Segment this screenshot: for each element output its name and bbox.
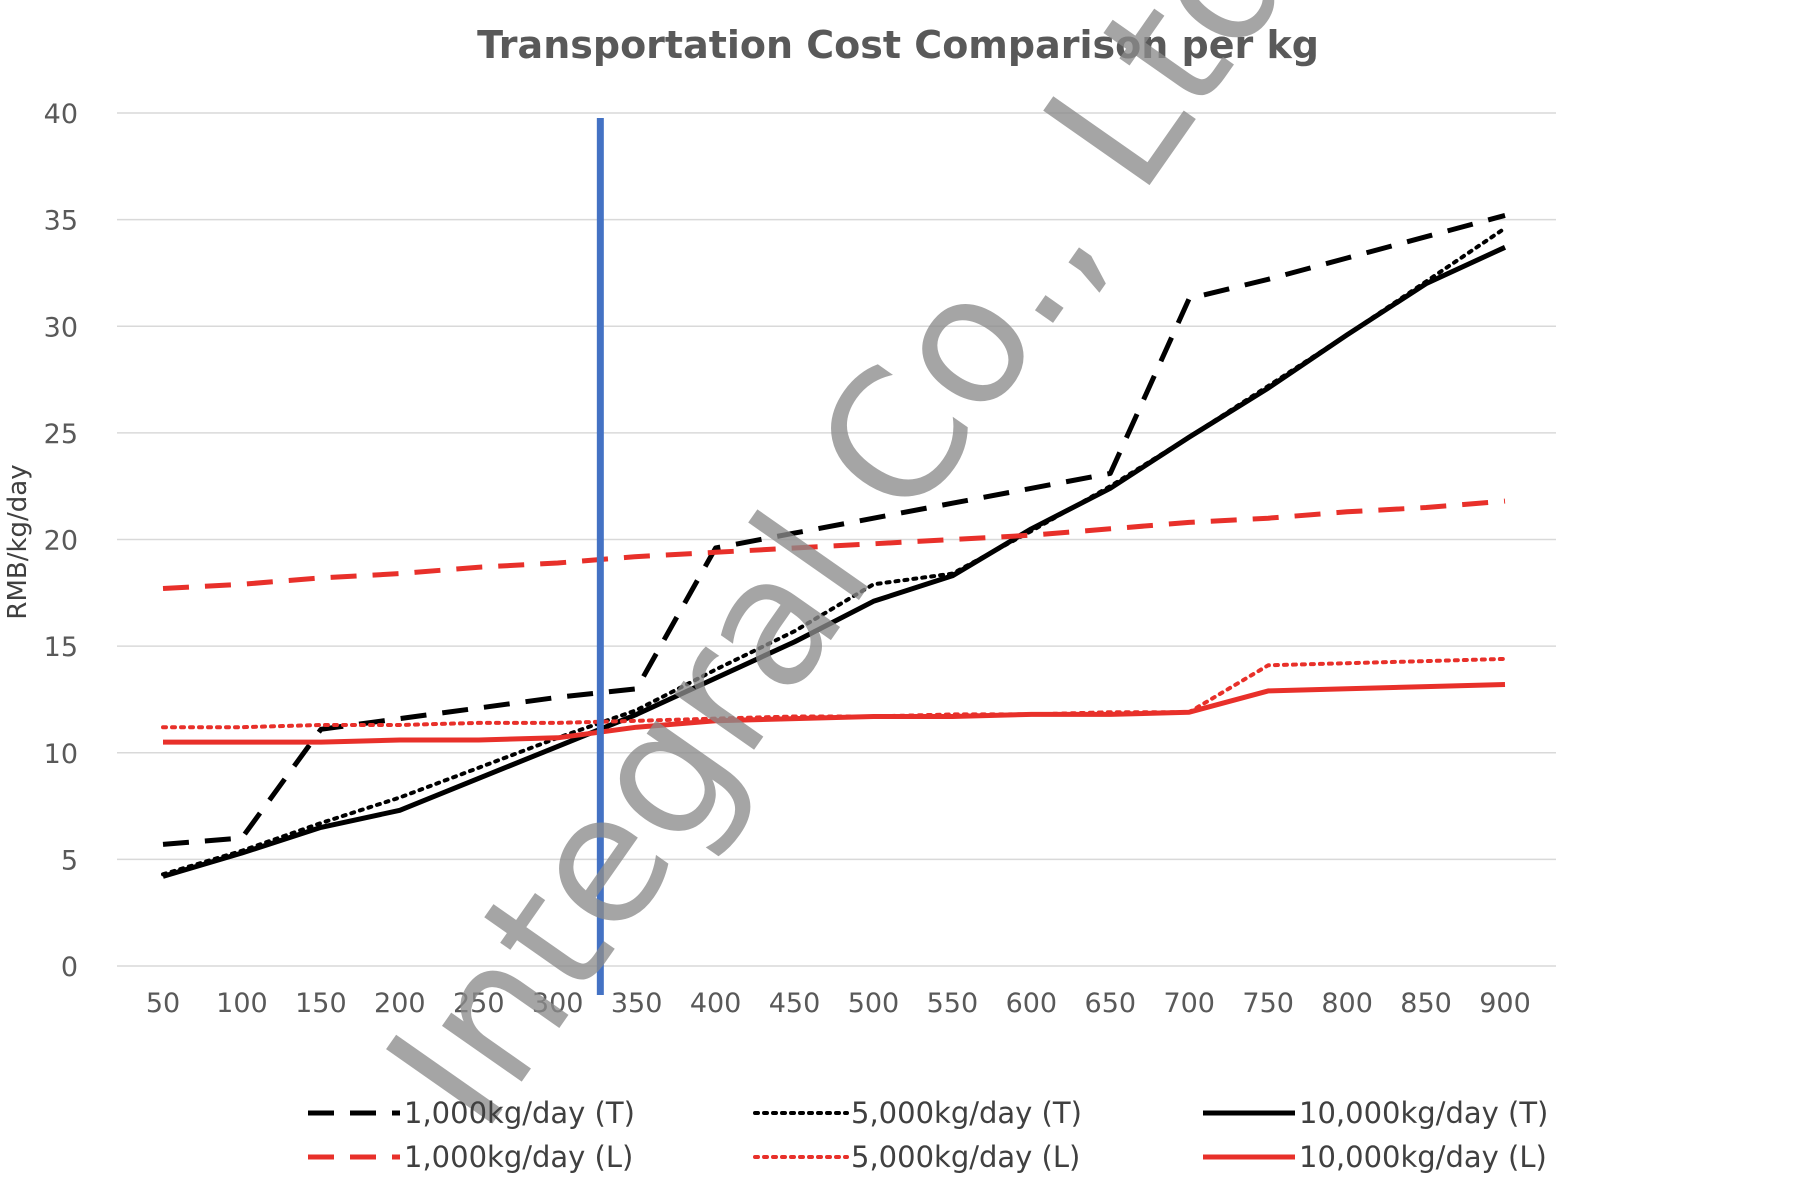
x-tick-label: 600 <box>1006 988 1058 1019</box>
legend-label-3: 1,000kg/day (L) <box>404 1140 633 1174</box>
x-tick-label: 250 <box>453 988 505 1019</box>
x-tick-label: 500 <box>848 988 900 1019</box>
x-tick-label: 800 <box>1321 988 1373 1019</box>
series-line-2 <box>162 245 1507 879</box>
series-lines <box>161 212 1507 879</box>
series-line-5 <box>163 682 1506 745</box>
series-line-3 <box>162 498 1506 591</box>
y-tick-label: 30 <box>44 312 78 343</box>
y-tick-label: 5 <box>61 845 78 876</box>
legend-label-4: 5,000kg/day (L) <box>851 1140 1080 1174</box>
series-line-4 <box>161 656 1507 730</box>
x-tick-label: 300 <box>532 988 584 1019</box>
legend-label-0: 1,000kg/day (T) <box>404 1096 635 1130</box>
x-tick-label: 850 <box>1400 988 1452 1019</box>
x-tick-label: 700 <box>1163 988 1215 1019</box>
y-tick-label: 15 <box>44 632 78 663</box>
y-tick-label: 35 <box>44 206 78 237</box>
chart-title: Transportation Cost Comparison per kg <box>477 23 1319 67</box>
y-tick-label: 40 <box>44 99 78 130</box>
x-tick-label: 550 <box>927 988 979 1019</box>
y-tick-label: 25 <box>44 419 78 450</box>
gridlines <box>117 112 1556 967</box>
x-tick-label: 350 <box>611 988 663 1019</box>
y-tick-label: 10 <box>44 739 78 770</box>
x-tick-label: 400 <box>690 988 742 1019</box>
x-tick-label: 750 <box>1242 988 1294 1019</box>
x-axis-ticks: 50 100 150 200 250 300 350 400 450 500 550 600 650 70… <box>146 988 1531 1019</box>
legend-label-5: 10,000kg/day (L) <box>1299 1140 1547 1174</box>
x-tick-label: 200 <box>374 988 426 1019</box>
y-tick-label: 0 <box>61 952 78 983</box>
series-line-0 <box>162 212 1506 847</box>
x-tick-label: 450 <box>769 988 821 1019</box>
x-tick-label: 100 <box>216 988 268 1019</box>
legend-label-1: 5,000kg/day (T) <box>851 1096 1082 1130</box>
y-axis-label: RMB/kg/day <box>3 464 33 619</box>
x-tick-label: 150 <box>295 988 347 1019</box>
legend: 1,000kg/day (T) 5,000kg/day (T) 10,000kg/d… <box>308 1096 1548 1174</box>
x-tick-label: 50 <box>146 988 180 1019</box>
x-tick-label: 650 <box>1085 988 1137 1019</box>
y-axis-ticks: 0 5 10 15 20 25 30 35 40 <box>44 99 78 983</box>
x-tick-label: 900 <box>1479 988 1531 1019</box>
y-tick-label: 20 <box>44 526 78 557</box>
legend-label-2: 10,000kg/day (T) <box>1299 1096 1548 1130</box>
